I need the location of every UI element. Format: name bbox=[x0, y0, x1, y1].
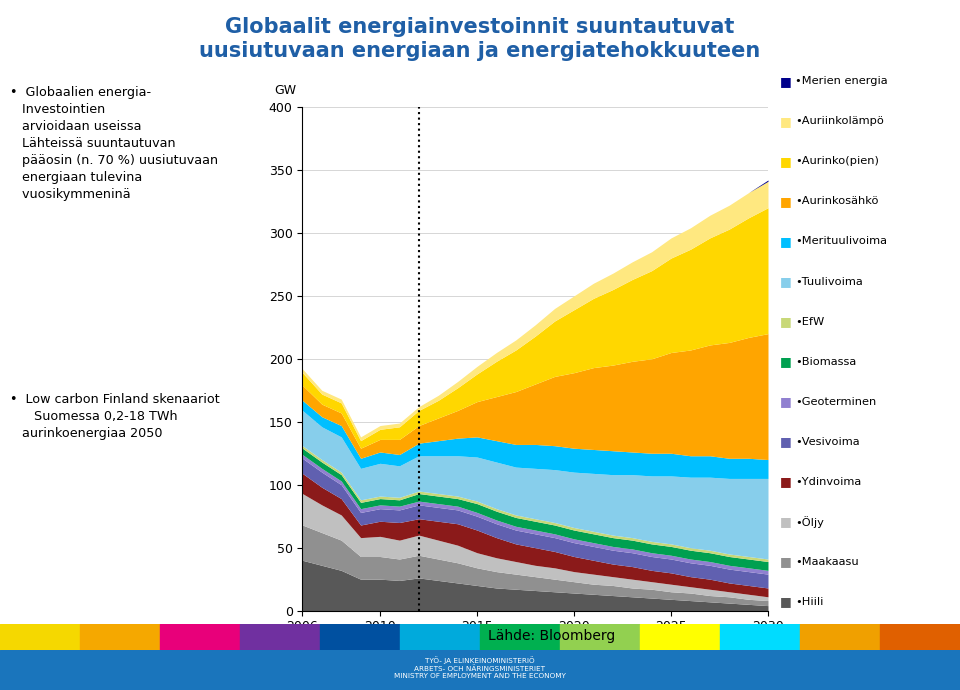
Bar bbox=[0, 624, 80, 652]
Text: ■: ■ bbox=[780, 355, 791, 368]
Text: •Merituulivoima: •Merituulivoima bbox=[795, 237, 887, 246]
Text: uusiutuvaan energiaan ja energiatehokkuuteen: uusiutuvaan energiaan ja energiatehokkuu… bbox=[200, 41, 760, 61]
Bar bbox=[80, 624, 160, 652]
Bar bbox=[480, 624, 560, 652]
Text: •Ydinvoima: •Ydinvoima bbox=[795, 477, 861, 486]
Text: •Hiili: •Hiili bbox=[795, 597, 824, 607]
Text: ■: ■ bbox=[780, 235, 791, 248]
Text: •Geoterminen: •Geoterminen bbox=[795, 397, 876, 406]
Text: •Auriinkolämpö: •Auriinkolämpö bbox=[795, 117, 884, 126]
Bar bbox=[240, 624, 320, 652]
Text: •Öljy: •Öljy bbox=[795, 515, 824, 528]
Text: ■: ■ bbox=[780, 155, 791, 168]
Bar bbox=[640, 624, 720, 652]
Text: ■: ■ bbox=[780, 595, 791, 608]
Text: GW: GW bbox=[275, 84, 297, 97]
Text: ■: ■ bbox=[780, 75, 791, 88]
Text: Lähde: Bloomberg: Lähde: Bloomberg bbox=[489, 629, 615, 643]
Text: •Biomassa: •Biomassa bbox=[795, 357, 856, 366]
Text: •  Low carbon Finland skenaariot
      Suomessa 0,2-18 TWh
   aurinkoenergiaa 20: • Low carbon Finland skenaariot Suomessa… bbox=[10, 393, 219, 440]
Text: •  Globaalien energia-
   Investointien
   arvioidaan useissa
   Lähteissä suunt: • Globaalien energia- Investointien arvi… bbox=[10, 86, 218, 201]
Text: ■: ■ bbox=[780, 515, 791, 528]
Text: ■: ■ bbox=[780, 275, 791, 288]
Text: •Tuulivoima: •Tuulivoima bbox=[795, 277, 863, 286]
Bar bbox=[320, 624, 400, 652]
Bar bbox=[560, 624, 640, 652]
Bar bbox=[880, 624, 960, 652]
Text: ■: ■ bbox=[780, 315, 791, 328]
Text: ■: ■ bbox=[780, 195, 791, 208]
Text: ■: ■ bbox=[780, 555, 791, 568]
Text: TYÖ- JA ELINKEINOMINISTERIÖ
ARBETS- OCH NÄRINGSMINISTERIET
MINISTRY OF EMPLOYMEN: TYÖ- JA ELINKEINOMINISTERIÖ ARBETS- OCH … bbox=[394, 657, 566, 680]
Text: Globaalit energiainvestoinnit suuntautuvat: Globaalit energiainvestoinnit suuntautuv… bbox=[226, 17, 734, 37]
Text: •Aurinkosähkö: •Aurinkosähkö bbox=[795, 197, 878, 206]
Bar bbox=[160, 624, 240, 652]
Text: •Vesivoima: •Vesivoima bbox=[795, 437, 859, 446]
Text: ■: ■ bbox=[780, 395, 791, 408]
Text: ■: ■ bbox=[780, 115, 791, 128]
Text: •Maakaasu: •Maakaasu bbox=[795, 557, 858, 566]
Text: •EfW: •EfW bbox=[795, 317, 824, 326]
Text: ■: ■ bbox=[780, 475, 791, 488]
Text: •Merien energia: •Merien energia bbox=[795, 77, 887, 86]
Bar bbox=[800, 624, 880, 652]
Bar bbox=[720, 624, 800, 652]
Bar bbox=[400, 624, 480, 652]
Text: •Aurinko(pien): •Aurinko(pien) bbox=[795, 157, 878, 166]
Text: ■: ■ bbox=[780, 435, 791, 448]
